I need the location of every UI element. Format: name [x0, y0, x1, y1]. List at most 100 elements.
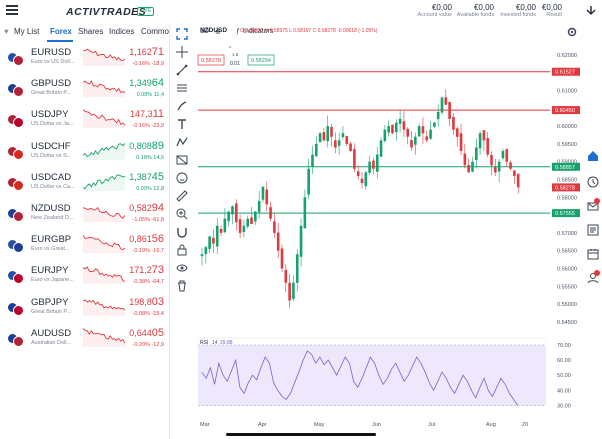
instrument-change: -0.19% -16,7: [132, 248, 165, 255]
instrument-row-eurjpy[interactable]: EURJPY Euro vs Japane... 171,273 -0.38% -64…: [0, 262, 170, 293]
sparkline: [83, 327, 125, 347]
tab-my-list[interactable]: My List: [14, 27, 40, 36]
y-tick-label: 0.59000: [557, 160, 577, 166]
instrument-description: US Dollar vs Ca...: [31, 183, 75, 190]
tab-shares[interactable]: Shares: [78, 27, 104, 36]
instrument-row-usdjpy[interactable]: USDJPY US Dollar vs Ja... 147,311 -0.16% -2…: [0, 106, 170, 137]
instrument-row-eurgbp[interactable]: EURGBP Euro vs Great... 0,86156 -0.19% -16,…: [0, 231, 170, 262]
candle-body: [509, 162, 512, 169]
instrument-symbol: GBPJPY: [31, 296, 69, 308]
ohlc-readout: O 0.58922 H 0.58975 L 0.58197 C 0.58278 …: [240, 28, 378, 34]
candle-body: [276, 232, 280, 251]
text-icon[interactable]: [176, 118, 188, 130]
lot-size[interactable]: 0.01: [230, 61, 240, 67]
instrument-row-eurusd[interactable]: EURUSD Euro vs US Doll... 1,16271 -0.16% -1…: [0, 44, 170, 75]
chart-header: 1D ⊕ ƒ Indicators: [194, 24, 582, 44]
candle-body: [429, 129, 432, 139]
sell-button[interactable]: [197, 54, 225, 66]
candle-body: [425, 136, 429, 141]
candle-body: [402, 121, 406, 130]
instrument-change: 0.08% 11,4: [136, 92, 164, 99]
mail-icon[interactable]: [587, 200, 599, 212]
tab-indices[interactable]: Indices: [109, 27, 135, 36]
candle-body: [238, 219, 242, 233]
news-icon[interactable]: [587, 224, 599, 236]
candle-body: [322, 132, 326, 141]
account-value-amount: €0,00: [431, 3, 452, 12]
instrument-row-usdchf[interactable]: USDCHF US Dollar vs S... 0,80889 0.18% 14,6: [0, 138, 170, 169]
trendline-icon[interactable]: [176, 64, 188, 76]
instrument-row-usdcad[interactable]: USDCAD US Dollar vs Ca... 1,38745 0.09% 12,…: [0, 169, 170, 200]
compare-icon[interactable]: ⊕: [215, 29, 221, 36]
tab-forex[interactable]: Forex: [50, 27, 72, 36]
candle-body: [383, 129, 387, 142]
candle-body: [246, 218, 250, 227]
y-tick-label: 0.54500: [557, 320, 577, 326]
emoji-icon[interactable]: [176, 172, 188, 184]
candle-body: [375, 154, 379, 172]
sparkline: [83, 206, 125, 222]
price-level-label: 0.61527: [555, 70, 575, 76]
available-funds: €0,00 Available funds: [453, 3, 494, 18]
top-header: ACTIVTRADES LIVE €0,00 Account value €0,…: [0, 0, 602, 24]
account-dropdown-icon[interactable]: [586, 5, 596, 17]
currency-flags-icon: [7, 239, 25, 254]
currency-flags-icon: [7, 332, 25, 347]
ruler-icon[interactable]: [176, 190, 188, 202]
fib-icon[interactable]: [176, 82, 188, 94]
instrument-row-audusd[interactable]: AUDUSD Australian Doll... 0,64405 -0.20% -1…: [0, 325, 170, 356]
projection-icon[interactable]: [176, 154, 188, 166]
magnet-icon[interactable]: [176, 226, 188, 238]
indicators-icon[interactable]: ƒ: [236, 28, 240, 35]
home-icon[interactable]: [587, 150, 599, 162]
instrument-row-gbpjpy[interactable]: GBPJPY Great Britain P... 198,803 -0.08% -1…: [0, 294, 170, 325]
candle-body: [501, 151, 505, 159]
menu-icon[interactable]: [6, 5, 18, 15]
collapse-trade-icon[interactable]: ^: [229, 46, 232, 52]
pattern-icon[interactable]: [176, 136, 188, 148]
calendar-icon[interactable]: [587, 248, 599, 260]
chart-settings-icon[interactable]: [566, 26, 578, 38]
heart-icon: ♥: [4, 27, 9, 36]
rsi-tick-label: 50.00: [557, 373, 571, 379]
zoom-in-icon[interactable]: [176, 208, 188, 220]
chart-interval-button[interactable]: 1D: [200, 28, 209, 35]
instrument-row-nzdusd[interactable]: NZDUSD New Zealand D... 0,58294 -1.05% -61,…: [0, 200, 170, 231]
price-level-label: 0.58857: [555, 165, 575, 171]
candle-body: [345, 136, 349, 144]
instrument-symbol: USDCHF: [31, 140, 71, 152]
instrument-description: Euro vs US Doll...: [31, 59, 75, 65]
instrument-price: 0,80889: [129, 140, 164, 152]
candle-body: [505, 149, 509, 162]
lock-icon[interactable]: [176, 244, 188, 256]
trash-icon[interactable]: [176, 280, 188, 292]
crosshair-icon[interactable]: [176, 46, 188, 58]
x-tick-label: Apr: [258, 422, 267, 428]
sell-price: 0.58278: [201, 58, 221, 64]
instrument-symbol: USDCAD: [31, 171, 72, 183]
eye-icon[interactable]: [176, 262, 188, 274]
price-chart[interactable]: 0.620000.615000.610000.605000.600000.595…: [194, 27, 584, 439]
invested-funds-label: Invested funds: [500, 12, 536, 18]
profile-icon[interactable]: [587, 272, 599, 284]
candle-body: [391, 124, 394, 134]
price-level-label: 0.57555: [555, 211, 575, 217]
tab-commodities[interactable]: Commo: [141, 27, 170, 36]
indicators-button[interactable]: Indicators: [243, 28, 274, 35]
candle-body: [356, 171, 360, 176]
candle-body: [360, 178, 364, 184]
x-tick-label: 20: [522, 422, 528, 428]
y-tick-label: 0.58500: [557, 177, 577, 183]
candle-body: [467, 164, 470, 173]
buy-button[interactable]: [247, 54, 275, 66]
history-icon[interactable]: [587, 176, 599, 188]
instrument-description: Australian Doll...: [31, 339, 72, 346]
y-tick-label: 0.59500: [557, 142, 577, 148]
instrument-row-gbpusd[interactable]: GBPUSD Great Britain P... 1,34964 0.08% 11,…: [0, 75, 170, 106]
fullscreen-icon[interactable]: [176, 28, 188, 40]
brush-icon[interactable]: [176, 100, 188, 112]
price-main: 198,8: [129, 296, 152, 307]
sparkline: [83, 174, 125, 191]
instrument-description: US Dollar vs Ja...: [31, 121, 74, 128]
candle-body: [349, 143, 352, 152]
